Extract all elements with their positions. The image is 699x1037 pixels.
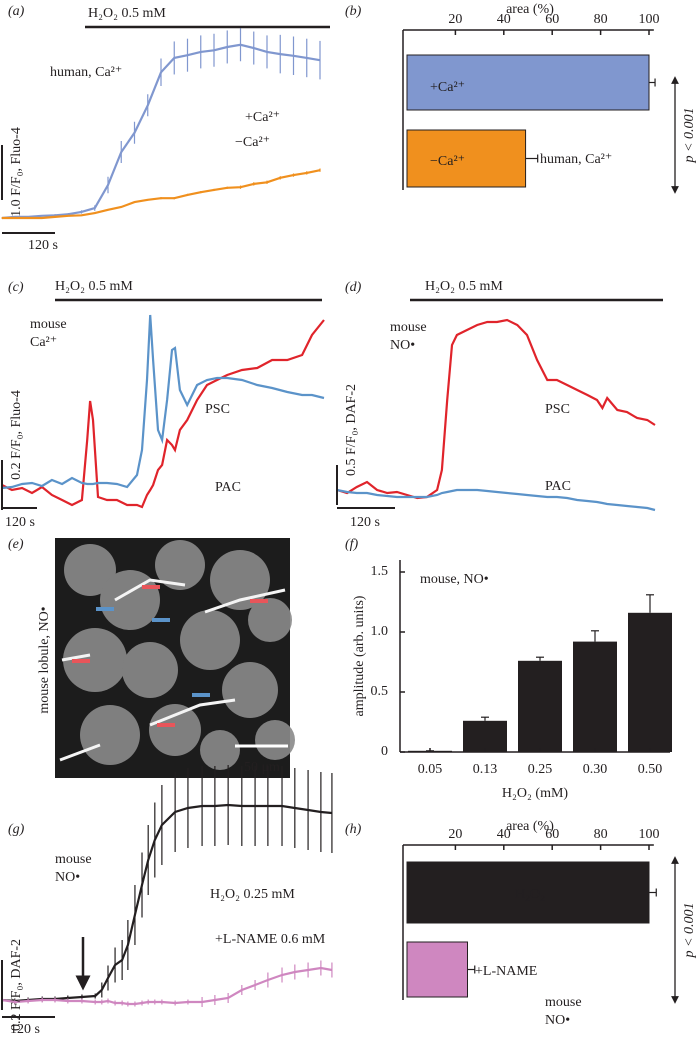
trace	[336, 488, 656, 512]
bar	[463, 720, 507, 752]
x-axis-label: area (%)	[506, 2, 554, 17]
annotation: mouse	[545, 995, 582, 1010]
panel-label: (d)	[345, 280, 362, 295]
scale-bar-x-label: 120 s	[10, 1022, 40, 1037]
panel-label: (e)	[8, 537, 24, 552]
legend-label: PAC	[215, 480, 241, 495]
x-tick-label: 20	[448, 827, 462, 842]
y-tick-label: 1.0	[371, 624, 389, 639]
annotation: p < 0.001	[682, 903, 697, 959]
y-tick-label: 1.5	[371, 564, 389, 579]
x-axis-label: H₂O₂ (mM)	[502, 786, 568, 801]
x-tick-label: 0.50	[638, 762, 663, 777]
x-tick-label: 0.25	[528, 762, 553, 777]
annotation: H₂O₂ 0.5 mM	[425, 279, 503, 294]
micrograph	[55, 538, 295, 778]
scale-bar-y-label: 0.5 F/F₀, DAF-2	[344, 384, 359, 476]
x-tick-label: 40	[497, 827, 511, 842]
x-tick-label: 60	[545, 827, 559, 842]
annotation: NO•	[55, 870, 80, 885]
bar-label: +L-NAME	[475, 964, 537, 979]
x-tick-label: 60	[545, 12, 559, 27]
legend-label: H₂O₂ 0.25 mM	[210, 887, 295, 902]
x-tick-label: 80	[594, 12, 608, 27]
scale-bar-x-label: 120 s	[5, 515, 35, 530]
annotation: mouse	[390, 320, 427, 335]
x-tick-label: 100	[639, 12, 660, 27]
legend-label: +Ca²⁺	[245, 110, 280, 125]
panel-label: (h)	[345, 822, 362, 837]
trace	[1, 314, 325, 490]
legend-label: PSC	[545, 402, 570, 417]
bar-label: H₂O₂	[515, 887, 545, 902]
x-tick-label: 100	[639, 827, 660, 842]
panel-label: (f)	[345, 537, 359, 552]
scale-bar-y-label: 1.0 F/F₀, Fluo-4	[9, 127, 24, 217]
annotation: H₂O₂ 0.5 mM	[55, 279, 133, 294]
legend-label: PSC	[205, 402, 230, 417]
bar	[518, 660, 562, 752]
x-tick-label: 0.13	[473, 762, 498, 777]
trace	[336, 318, 656, 500]
bar	[573, 641, 617, 752]
bar	[406, 54, 650, 111]
x-tick-label: 20	[448, 12, 462, 27]
y-tick-label: 0	[381, 744, 388, 759]
scale-bar-x-label: 120 s	[350, 515, 380, 530]
panel-label: (a)	[8, 4, 25, 19]
annotation: human, Ca²⁺	[50, 65, 122, 80]
legend-label: +L-NAME 0.6 mM	[215, 932, 326, 947]
bar-label: +Ca²⁺	[430, 80, 465, 95]
bar	[406, 941, 468, 998]
x-axis-label: area (%)	[506, 819, 554, 834]
bar	[628, 612, 672, 752]
x-tick-label: 40	[497, 12, 511, 27]
annotation: p < 0.001	[682, 108, 697, 164]
annotation: Ca²⁺	[30, 335, 57, 350]
annotation: H₂O₂ 0.5 mM	[88, 6, 166, 21]
bar-label: −Ca²⁺	[430, 154, 465, 169]
legend-label: PAC	[545, 479, 571, 494]
annotation: NO•	[545, 1013, 570, 1028]
annotation: mouse, NO•	[420, 572, 489, 587]
legend-label: −Ca²⁺	[235, 135, 270, 150]
y-axis-label: mouse lobule, NO•	[37, 606, 52, 713]
scale-bar-x-label: 120 s	[28, 238, 58, 253]
annotation: mouse	[30, 317, 67, 332]
trace	[1, 319, 325, 509]
x-tick-label: 0.30	[583, 762, 608, 777]
y-tick-label: 0.5	[371, 684, 389, 699]
annotation: human, Ca²⁺	[540, 152, 612, 167]
panel-label: (g)	[8, 822, 25, 837]
bar	[406, 129, 527, 188]
panel-label: (c)	[8, 280, 24, 295]
annotation: NO•	[390, 338, 415, 353]
x-tick-label: 0.05	[418, 762, 443, 777]
panel-label: (b)	[345, 4, 362, 19]
trace	[2, 169, 321, 220]
y-axis-label: amplitude (arb. units)	[352, 595, 367, 716]
scale-bar-label: 50 μm	[244, 760, 280, 775]
x-tick-label: 80	[594, 827, 608, 842]
annotation: mouse	[55, 852, 92, 867]
scale-bar-y-label: 0.2 F/F₀, Fluo-4	[9, 390, 24, 480]
scale-bar-y-label: 0.2 F/F₀, DAF-2	[9, 939, 24, 1031]
